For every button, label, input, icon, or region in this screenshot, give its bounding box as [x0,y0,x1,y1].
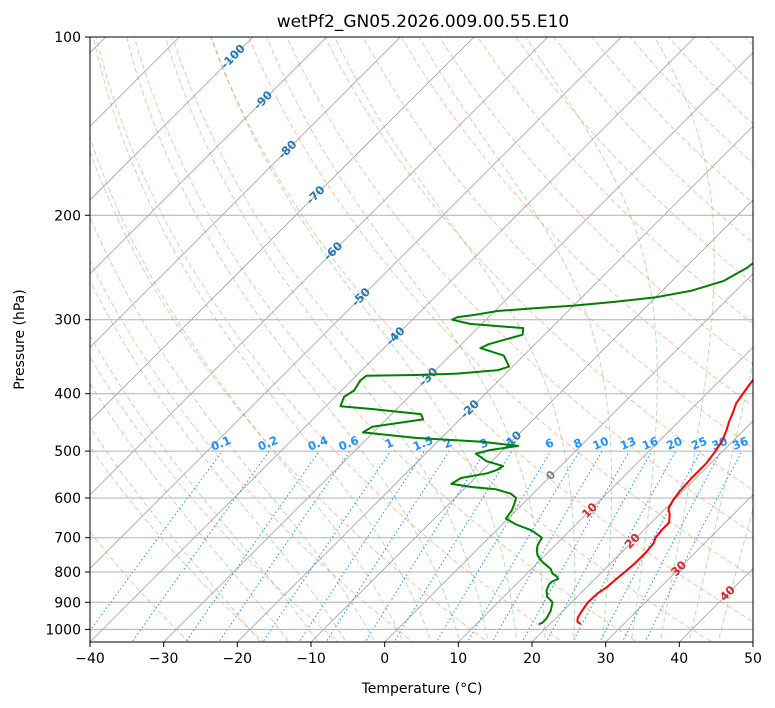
moist-adiabat [654,37,715,642]
temperature-line [576,378,753,625]
mixing-ratio-label: 20 [664,434,684,453]
x-tick-label: −40 [75,651,105,667]
x-axis-label: Temperature (°C) [361,681,483,697]
x-tick-label: 10 [449,651,467,667]
y-axis: 1000 900 800 700 600 500 400 300 200 100 [45,30,90,638]
y-tick-label: 100 [54,30,81,46]
dry-adiabat [90,531,190,642]
x-tick-label: −10 [296,651,326,667]
dewpoint-line [339,261,753,626]
isotherms [90,37,753,642]
x-tick-label: 40 [670,651,688,667]
isotherm-line [90,37,622,569]
isotherm-line [90,37,328,275]
isotherm-line [90,37,180,127]
dry-adiabat [400,37,753,407]
x-tick-label: 30 [597,651,615,667]
dry-adiabat [171,37,713,642]
isotherm-line [457,346,753,642]
dry-adiabat [477,37,753,325]
x-tick-label: 50 [744,651,762,667]
mixing-ratio-label: 25 [689,434,709,453]
y-tick-label: 200 [54,208,81,224]
y-tick-label: 600 [54,491,81,507]
moist-adiabat [90,215,376,642]
isotherm-line [531,420,753,642]
y-tick-label: 300 [54,313,81,329]
isotherm-line [310,199,753,642]
y-tick-label: 1000 [45,622,81,638]
plot-frame [89,36,754,643]
isotherm-line [90,37,475,422]
plot-area: -100-90-80-70-60-50-40-30-20-10010203040… [90,37,753,642]
y-tick-label: 500 [54,444,81,460]
chart-title: wetPf2_GN05.2026.009.00.55.E10 [277,12,569,32]
y-axis-label: Pressure (hPa) [12,289,28,389]
x-axis: −40 −30 −20 −10 0 10 20 30 40 50 [75,642,762,667]
x-tick-label: 0 [380,651,389,667]
mixing-ratio-label: 36 [730,434,750,453]
isotherm-line [605,494,753,642]
y-tick-label: 900 [54,595,81,611]
dry-adiabat [90,259,414,642]
dry-adiabat [95,37,564,642]
moist-adiabat [717,506,753,642]
dry-adiabat [248,37,753,578]
isotherm-line [236,125,753,642]
isotherm-line [90,37,696,642]
x-tick-label: −20 [223,651,253,667]
y-tick-label: 400 [54,387,81,403]
isotherm-line [90,37,254,201]
isotherm-line [90,37,401,348]
x-tick-label: 20 [523,651,541,667]
y-tick-label: 700 [54,531,81,547]
sounding-series [339,261,753,626]
mixing-ratio-label: 10 [591,434,611,453]
moist-adiabat [90,334,319,642]
isotherm-line [90,37,549,496]
x-tick-label: −30 [149,651,179,667]
dry-adiabat [90,445,265,642]
dry-adiabat [133,37,638,642]
mixing-ratio-label: 16 [640,434,660,453]
mixing-ratio-label: 13 [618,434,638,453]
isotherm-line [163,52,753,642]
moist-adiabat [266,37,546,642]
dry-adiabat [209,37,753,623]
y-tick-label: 800 [54,565,81,581]
isotherm-line [384,273,753,642]
mixing-ratio-labels: 0.1 0.2 0.4 0.6 1 1.5 2 3 4 6 8 10 13 16 20 25 30 36 [209,433,751,454]
pressure-gridlines [90,37,753,630]
dry-adiabat [362,37,753,449]
dry-adiabat [90,356,339,642]
dry-adiabat [515,37,753,284]
